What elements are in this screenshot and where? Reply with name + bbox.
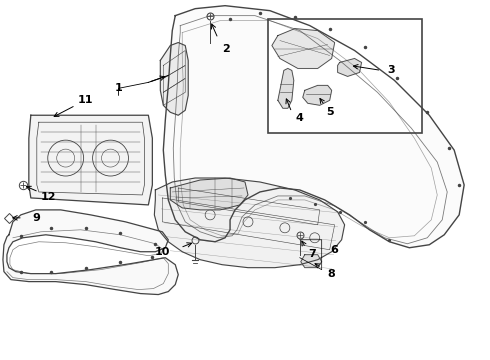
Polygon shape <box>163 6 464 248</box>
Text: 4: 4 <box>296 113 304 123</box>
Polygon shape <box>29 115 152 205</box>
Polygon shape <box>3 210 178 294</box>
Polygon shape <box>278 68 294 108</box>
Text: 11: 11 <box>78 95 94 105</box>
Text: 5: 5 <box>326 107 334 117</box>
Polygon shape <box>154 178 344 268</box>
Polygon shape <box>303 85 332 105</box>
Text: 2: 2 <box>222 44 230 54</box>
Text: 1: 1 <box>115 84 122 93</box>
Text: 12: 12 <box>41 192 56 202</box>
Text: 3: 3 <box>388 66 395 76</box>
Text: 8: 8 <box>328 269 336 279</box>
Polygon shape <box>338 58 362 76</box>
Bar <box>268 19 422 133</box>
Text: 6: 6 <box>331 245 339 255</box>
Text: 9: 9 <box>33 213 41 223</box>
Text: 10: 10 <box>155 247 170 257</box>
Polygon shape <box>171 178 248 210</box>
Polygon shape <box>301 255 322 268</box>
Polygon shape <box>272 28 335 68</box>
Text: 7: 7 <box>308 249 316 259</box>
Polygon shape <box>160 42 188 115</box>
